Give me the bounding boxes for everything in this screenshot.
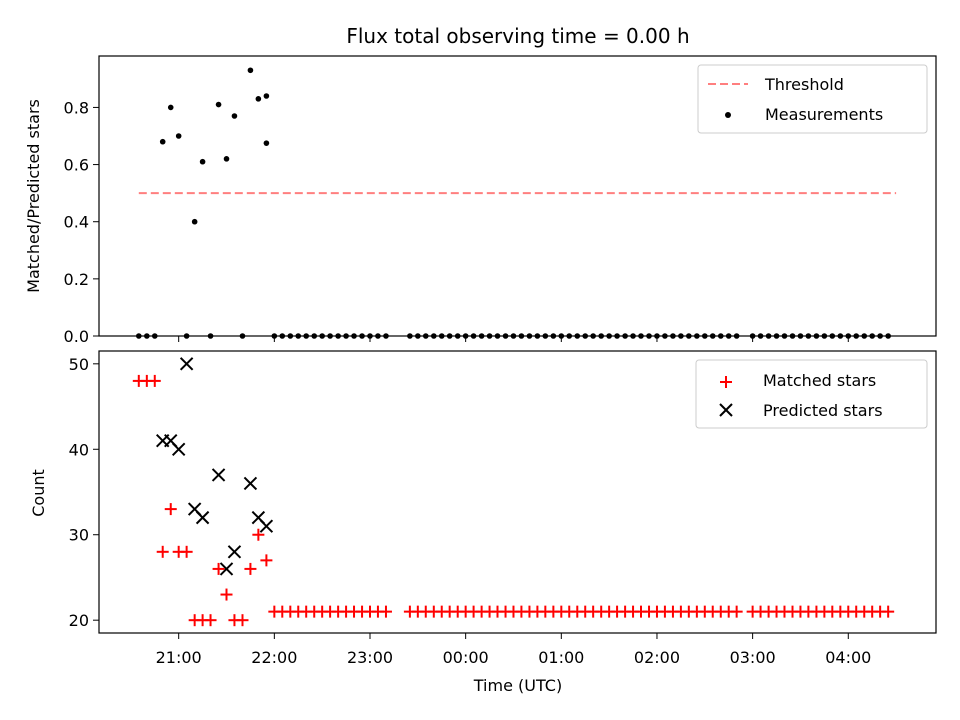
matched-star-point	[379, 605, 392, 618]
bottom-plot-area	[132, 357, 895, 627]
top-y-axis-label: Matched/Predicted stars	[24, 99, 43, 293]
bottom-y-tick-label: 30	[69, 526, 89, 545]
legend-matched-label: Matched stars	[763, 371, 876, 390]
legend-measurements-label: Measurements	[765, 105, 883, 124]
measurement-point	[199, 158, 206, 165]
bottom-y-tick-label: 50	[69, 355, 89, 374]
bottom-axes: 20 30 40 50 21:00 22:00 23:00 00:00 01:00 02:00 0…	[29, 350, 937, 695]
matched-star-point	[244, 562, 257, 575]
legend-predicted-label: Predicted stars	[763, 401, 883, 420]
matched-star-point	[156, 545, 169, 558]
measurement-point	[231, 113, 238, 119]
top-y-tick-label: 0.8	[64, 98, 89, 117]
top-x-ticks	[178, 336, 849, 342]
x-axis-label: Time (UTC)	[473, 676, 562, 695]
top-axes-frame	[98, 55, 937, 337]
predicted-star-point	[211, 468, 226, 482]
predicted-star-point	[219, 562, 234, 576]
top-y-tick-label: 0.4	[64, 213, 89, 232]
measurement-point	[175, 133, 182, 139]
predicted-star-point	[195, 510, 210, 525]
matched-star-point	[204, 614, 217, 627]
predicted-star-point	[259, 519, 274, 533]
chart-title: Flux total observing time = 0.00 h	[346, 24, 689, 48]
bottom-y-ticks: 20 30 40 50	[69, 355, 99, 630]
measurement-point	[167, 104, 174, 111]
measurement-point	[255, 96, 262, 102]
top-legend-frame	[697, 64, 928, 134]
matched-star-point	[260, 554, 273, 567]
measurement-point	[191, 218, 198, 225]
matched-star-point	[882, 605, 895, 618]
predicted-star-point	[243, 476, 258, 491]
bottom-legend: Matched stars Predicted stars	[695, 359, 928, 429]
top-y-ticks: 0.0 0.2 0.4 0.6 0.8	[64, 98, 99, 346]
bottom-x-ticks: 21:00 22:00 23:00 00:00 01:00 02:00 03:00 04:00	[156, 633, 871, 667]
legend-threshold-label: Threshold	[764, 75, 844, 94]
top-axes: 0.00.20.40.60.8 Matched/Predicted stars …	[24, 55, 937, 346]
legend-predicted-swatch	[719, 403, 733, 417]
measurement-point	[215, 101, 222, 108]
measurement-point	[263, 93, 270, 99]
bottom-x-tick-label: 21:00	[156, 648, 202, 667]
top-y-tick-label: 0.6	[64, 156, 89, 175]
bottom-x-tick-label: 03:00	[730, 648, 776, 667]
bottom-x-tick-label: 00:00	[443, 648, 489, 667]
legend-measurements-swatch	[725, 112, 731, 118]
matched-star-point	[220, 588, 233, 601]
measurement-point	[247, 67, 254, 74]
predicted-star-point	[227, 545, 242, 559]
predicted-star-point	[171, 442, 186, 456]
measurement-point	[263, 140, 270, 146]
matched-star-point	[180, 545, 193, 558]
bottom-x-tick-label: 23:00	[347, 648, 393, 667]
matched-star-point	[212, 562, 225, 575]
bottom-x-tick-label: 02:00	[634, 648, 680, 667]
bottom-x-tick-label: 22:00	[251, 648, 297, 667]
bottom-x-tick-label: 01:00	[538, 648, 584, 667]
bottom-legend-frame	[695, 359, 928, 429]
measurement-point	[223, 156, 230, 162]
top-legend: Threshold Measurements	[697, 64, 928, 134]
bottom-y-axis-label: Count	[29, 469, 48, 517]
bottom-axes-frame	[98, 350, 937, 634]
measurement-point	[159, 138, 166, 145]
matched-star-point	[164, 503, 177, 516]
bottom-y-tick-label: 20	[69, 611, 89, 630]
matched-star-point	[730, 605, 743, 618]
top-y-tick-label: 0.0	[64, 327, 89, 346]
predicted-star-point	[179, 357, 194, 371]
top-y-tick-label: 0.2	[64, 270, 89, 289]
legend-matched-swatch	[720, 376, 732, 388]
matched-star-point	[148, 374, 161, 387]
bottom-x-tick-label: 04:00	[825, 648, 871, 667]
bottom-y-tick-label: 40	[69, 440, 89, 459]
matched-star-point	[252, 528, 265, 541]
matched-star-point	[236, 614, 249, 627]
